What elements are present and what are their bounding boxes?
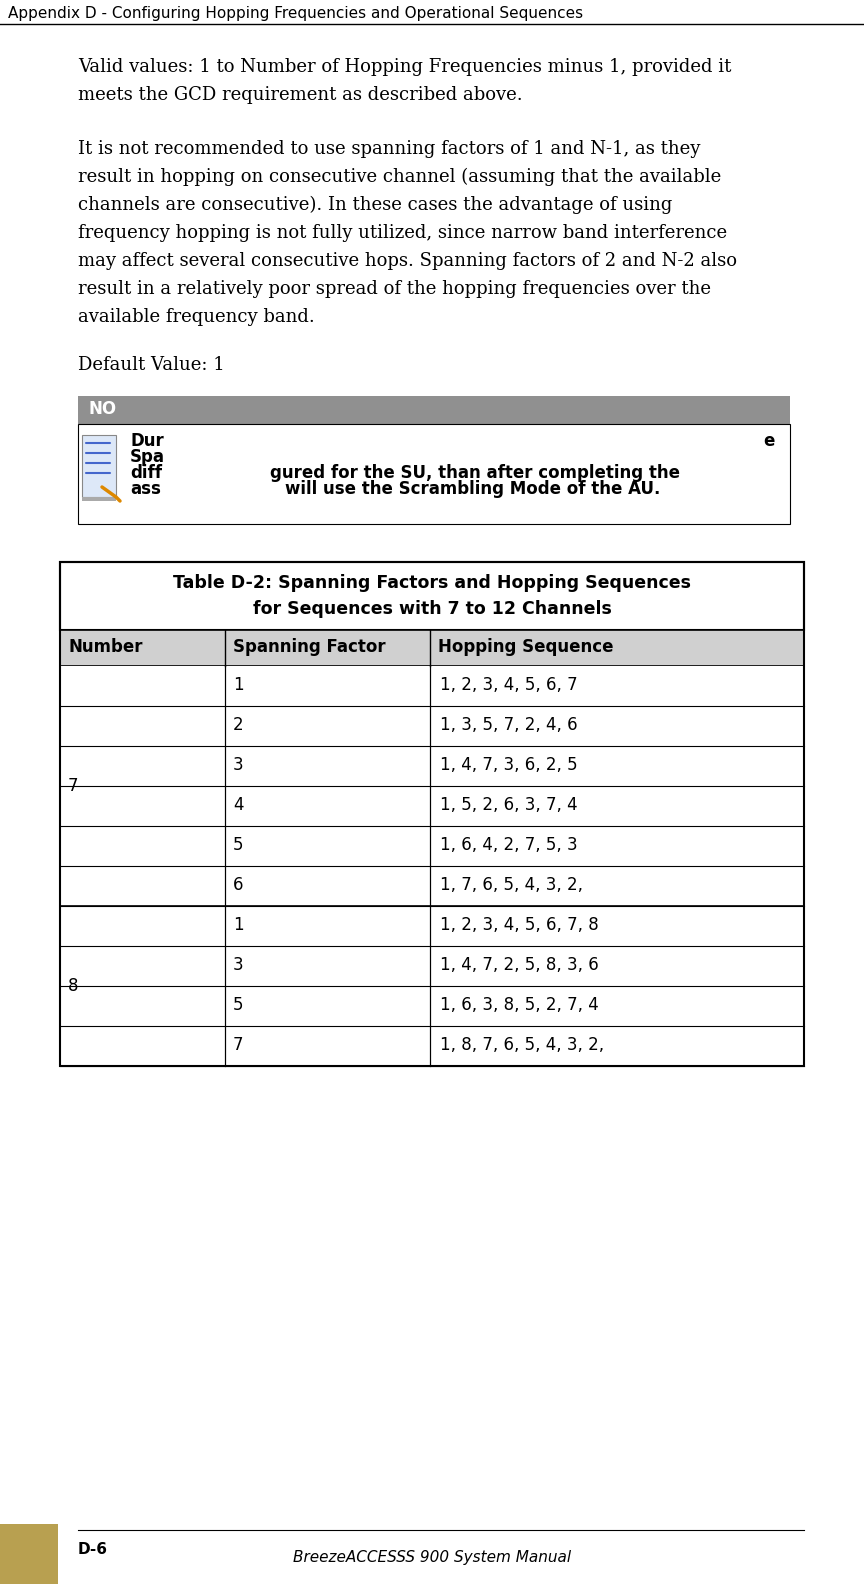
Text: Appendix D - Configuring Hopping Frequencies and Operational Sequences: Appendix D - Configuring Hopping Frequen… xyxy=(8,6,583,21)
Text: Default Value: 1: Default Value: 1 xyxy=(78,356,225,374)
Bar xyxy=(60,786,804,825)
Text: ass: ass xyxy=(130,480,161,497)
Text: 7: 7 xyxy=(68,778,79,795)
Text: Dur: Dur xyxy=(130,432,164,450)
Bar xyxy=(60,746,804,786)
Text: 1, 7, 6, 5, 4, 3, 2,: 1, 7, 6, 5, 4, 3, 2, xyxy=(440,876,583,893)
Text: Spanning Factor: Spanning Factor xyxy=(233,638,385,656)
Text: gured for the SU, than after completing the: gured for the SU, than after completing … xyxy=(270,464,680,482)
Text: BreezeACCESSS 900 System Manual: BreezeACCESSS 900 System Manual xyxy=(293,1551,571,1565)
Text: NO: NO xyxy=(88,401,116,418)
Text: Valid values: 1 to Number of Hopping Frequencies minus 1, provided it: Valid values: 1 to Number of Hopping Fre… xyxy=(78,59,731,76)
Bar xyxy=(82,497,116,501)
Text: 5: 5 xyxy=(233,996,244,1014)
Text: 1, 8, 7, 6, 5, 4, 3, 2,: 1, 8, 7, 6, 5, 4, 3, 2, xyxy=(440,1036,604,1053)
Text: Hopping Sequence: Hopping Sequence xyxy=(438,638,613,656)
Bar xyxy=(60,866,804,906)
Text: 1, 3, 5, 7, 2, 4, 6: 1, 3, 5, 7, 2, 4, 6 xyxy=(440,716,578,733)
Bar xyxy=(60,985,804,1026)
Text: D-6: D-6 xyxy=(78,1541,108,1557)
Text: meets the GCD requirement as described above.: meets the GCD requirement as described a… xyxy=(78,86,523,105)
Text: Spa: Spa xyxy=(130,448,165,466)
Bar xyxy=(0,1524,58,1584)
Text: 8: 8 xyxy=(68,977,79,995)
Bar xyxy=(60,562,804,1066)
Text: 3: 3 xyxy=(233,957,244,974)
Text: frequency hopping is not fully utilized, since narrow band interference: frequency hopping is not fully utilized,… xyxy=(78,223,727,242)
Text: 7: 7 xyxy=(233,1036,244,1053)
Text: 1: 1 xyxy=(233,676,244,694)
Text: 3: 3 xyxy=(233,756,244,775)
Text: result in hopping on consecutive channel (assuming that the available: result in hopping on consecutive channel… xyxy=(78,168,721,187)
Bar xyxy=(60,906,804,946)
Text: available frequency band.: available frequency band. xyxy=(78,307,314,326)
Bar xyxy=(60,630,804,665)
Text: e: e xyxy=(764,432,775,450)
Text: 4: 4 xyxy=(233,797,244,814)
Bar xyxy=(78,425,790,524)
Text: 1, 4, 7, 2, 5, 8, 3, 6: 1, 4, 7, 2, 5, 8, 3, 6 xyxy=(440,957,599,974)
Text: will use the Scrambling Mode of the AU.: will use the Scrambling Mode of the AU. xyxy=(285,480,660,497)
Text: 5: 5 xyxy=(233,836,244,854)
Text: result in a relatively poor spread of the hopping frequencies over the: result in a relatively poor spread of th… xyxy=(78,280,711,298)
Text: may affect several consecutive hops. Spanning factors of 2 and N-2 also: may affect several consecutive hops. Spa… xyxy=(78,252,737,269)
Text: 2: 2 xyxy=(233,716,244,733)
Bar xyxy=(60,562,804,630)
Text: It is not recommended to use spanning factors of 1 and N-1, as they: It is not recommended to use spanning fa… xyxy=(78,139,701,158)
Text: 1, 2, 3, 4, 5, 6, 7, 8: 1, 2, 3, 4, 5, 6, 7, 8 xyxy=(440,916,599,935)
Bar xyxy=(60,1026,804,1066)
Text: Table D-2: Spanning Factors and Hopping Sequences
for Sequences with 7 to 12 Cha: Table D-2: Spanning Factors and Hopping … xyxy=(173,575,691,618)
Bar xyxy=(78,396,790,425)
Text: Number: Number xyxy=(68,638,143,656)
Bar xyxy=(82,436,116,497)
Bar xyxy=(60,665,804,706)
Text: 1, 6, 3, 8, 5, 2, 7, 4: 1, 6, 3, 8, 5, 2, 7, 4 xyxy=(440,996,599,1014)
Text: 1, 4, 7, 3, 6, 2, 5: 1, 4, 7, 3, 6, 2, 5 xyxy=(440,756,578,775)
Bar xyxy=(60,825,804,866)
Text: 1, 5, 2, 6, 3, 7, 4: 1, 5, 2, 6, 3, 7, 4 xyxy=(440,797,578,814)
Text: 1, 6, 4, 2, 7, 5, 3: 1, 6, 4, 2, 7, 5, 3 xyxy=(440,836,578,854)
Bar xyxy=(60,706,804,746)
Text: 6: 6 xyxy=(233,876,244,893)
Bar xyxy=(60,946,804,985)
Text: channels are consecutive). In these cases the advantage of using: channels are consecutive). In these case… xyxy=(78,196,672,214)
Text: diff: diff xyxy=(130,464,162,482)
Text: 1, 2, 3, 4, 5, 6, 7: 1, 2, 3, 4, 5, 6, 7 xyxy=(440,676,578,694)
Text: 1: 1 xyxy=(233,916,244,935)
